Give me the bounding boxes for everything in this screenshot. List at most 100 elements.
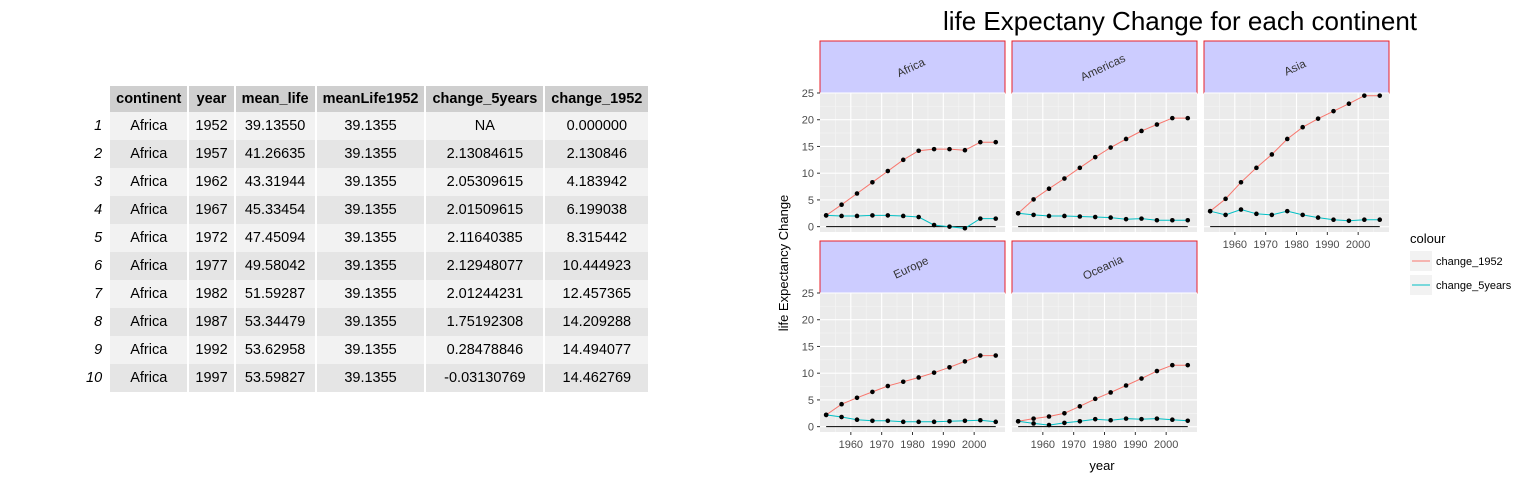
table-row: 1 Africa 1952 39.13550 39.1355 NA 0.000000 [80,112,649,140]
data-point [885,418,891,424]
data-point [1123,216,1129,222]
column-header: year [189,86,234,112]
data-point [1077,165,1083,171]
data-point [1170,417,1175,423]
data-point [1123,136,1129,142]
table-cell-year: 1957 [189,140,234,168]
row-number: 4 [80,196,109,224]
y-tick-label: 0 [808,422,814,434]
data-point [978,216,983,221]
table-cell-year: 1967 [189,196,234,224]
series-line-change_1952 [1017,117,1188,214]
data-point [947,224,952,229]
data-point [1154,368,1160,374]
table-cell-year: 1962 [189,168,234,196]
table-cell-continent: Africa [110,196,188,224]
table-cell-change_1952: 10.444923 [545,252,649,280]
row-number: 5 [80,224,109,252]
data-point [839,213,844,219]
data-point [916,375,921,380]
data-point [1046,186,1052,191]
data-point [1269,152,1275,157]
data-point [1377,93,1383,98]
data-point [1046,422,1052,428]
table-cell-change_5years: 1.75192308 [426,308,544,336]
legend-title: colour [1410,231,1446,246]
table-cell-mean_life: 53.62958 [235,336,315,364]
series-line-change_1952 [1018,364,1188,422]
data-point [1108,417,1113,423]
data-point [870,389,875,395]
data-point [978,353,983,358]
table-cell-mean_life: 43.31944 [235,168,315,196]
table-cell-mean_life: 49.58042 [235,252,315,280]
y-tick-label: 25 [802,288,814,300]
data-point [1154,217,1160,223]
table-cell-change_1952: 14.209288 [545,308,649,336]
table-cell-change_1952: 14.462769 [545,364,649,392]
data-point [870,213,875,218]
table-cell-change_1952: 14.494077 [545,336,649,364]
table-row: 9 Africa 1992 53.62958 39.1355 0.28478846 14.4… [80,336,649,364]
data-point [1300,124,1305,130]
table-cell-meanLife1952: 39.1355 [316,336,425,364]
data-point [1377,217,1383,223]
table-cell-year: 1972 [189,224,234,252]
table-row: 3 Africa 1962 43.31944 39.1355 2.05309615 4.18… [80,168,649,196]
x-tick-label: 1970 [1253,239,1277,251]
data-point [916,419,921,425]
data-point [1170,362,1175,368]
y-tick-label: 15 [802,341,814,353]
data-point [1123,383,1129,388]
table-cell-change_5years: 2.01244231 [426,280,544,308]
table-row: 4 Africa 1967 45.33454 39.1355 2.01509615 6.19… [80,196,649,224]
table-cell-change_5years: 2.11640385 [426,224,544,252]
data-point [1331,217,1336,223]
data-point [1139,376,1144,381]
table-cell-meanLife1952: 39.1355 [316,252,425,280]
table-cell-year: 1982 [189,280,234,308]
facet-strip [819,40,1006,94]
table-cell-year: 1977 [189,252,234,280]
y-axis-label: life Expectancy Change [776,195,791,332]
table-cell-change_5years: 2.01509615 [426,196,544,224]
x-tick-label: 1960 [1031,439,1055,451]
data-point [1031,212,1036,218]
legend-label: change_1952 [1436,256,1503,268]
data-point [839,202,844,208]
table-row: 7 Africa 1982 51.59287 39.1355 2.01244231 12.4… [80,280,649,308]
column-header: continent [110,86,188,112]
table-cell-change_1952: 6.199038 [545,196,649,224]
data-frame-table: continent year mean_life meanLife1952 ch… [78,86,650,392]
data-point [1015,210,1021,216]
data-point [1046,213,1052,219]
data-point [885,383,891,389]
data-point [1062,213,1067,219]
table-row: 2 Africa 1957 41.26635 39.1355 2.13084615 2.13… [80,140,649,168]
data-point [870,418,875,424]
data-point [885,168,891,174]
data-point [1031,197,1036,202]
facet-strip [1203,40,1390,94]
y-tick-label: 20 [802,315,814,327]
data-point [1254,211,1259,217]
data-point [1031,416,1036,421]
data-point [1315,116,1321,121]
table-cell-change_5years: 2.13084615 [426,140,544,168]
data-point [1223,212,1228,218]
data-point [1331,108,1336,114]
table-cell-mean_life: 53.59827 [235,364,315,392]
x-tick-label: 1960 [1223,239,1247,251]
row-number: 9 [80,336,109,364]
table-cell-change_5years: -0.03130769 [426,364,544,392]
table-cell-mean_life: 47.45094 [235,224,315,252]
series-line-change_5years [1210,208,1380,222]
legend-label: change_5years [1436,280,1512,292]
data-point [1315,215,1321,220]
data-point [931,419,937,425]
table-row: 5 Africa 1972 47.45094 39.1355 2.11640385 8.31… [80,224,649,252]
series-line-change_5years [1018,418,1188,426]
column-header: meanLife1952 [316,86,425,112]
